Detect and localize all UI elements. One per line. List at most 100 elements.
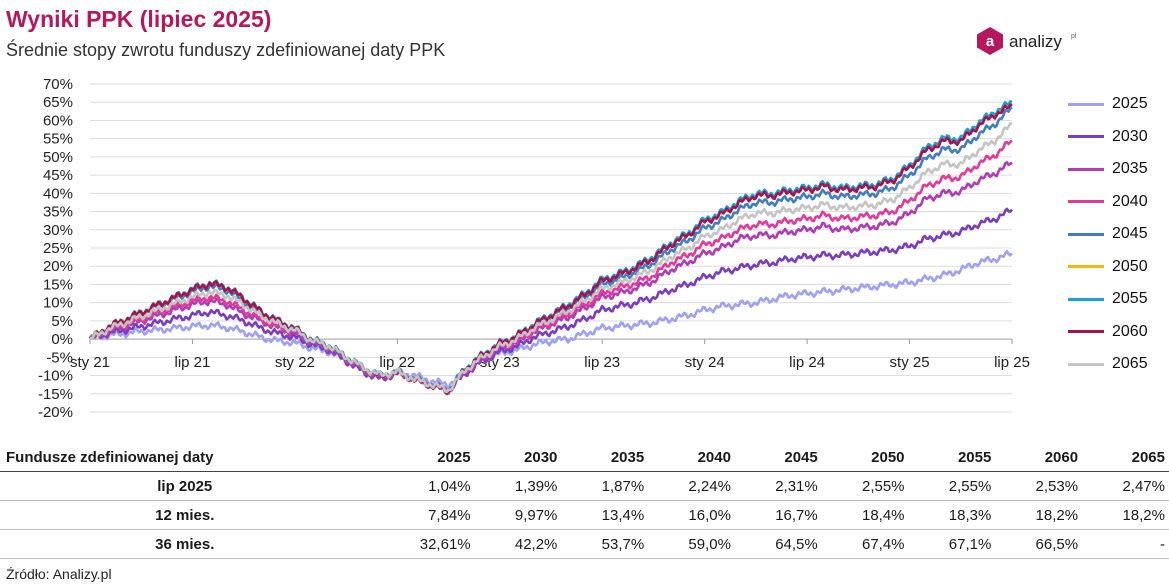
legend-item-2050: 2050 — [1068, 251, 1148, 284]
legend-label: 2025 — [1112, 95, 1148, 113]
table-header-cell: 2045 — [734, 443, 822, 472]
legend-swatch — [1068, 167, 1104, 171]
table-header-row: Fundusze zdefiniowanej daty 2025 2030 2035 2… — [0, 443, 1169, 472]
y-tick-label: 25% — [43, 240, 73, 257]
y-tick-label: 40% — [43, 185, 73, 202]
series-lines — [88, 100, 1013, 396]
table-cell: 13,4% — [561, 500, 649, 530]
table-cell: 7,84% — [373, 500, 475, 530]
legend-swatch — [1068, 102, 1104, 106]
series-line-2050 — [89, 102, 1013, 396]
series-line-2040 — [89, 139, 1013, 395]
y-axis: 70%65%60% 55%50%45%40% 35%30%25%20%15% 10%5… — [38, 76, 73, 421]
table-cell: 2,55% — [908, 471, 996, 501]
legend-swatch — [1068, 297, 1104, 301]
legend-label: 2030 — [1112, 127, 1148, 145]
y-tick-label: 70% — [43, 76, 73, 93]
x-tick-label: lip 23 — [584, 354, 620, 371]
x-tick-label: lip 21 — [175, 354, 211, 371]
table-cell: 2,24% — [648, 471, 735, 501]
legend-swatch — [1068, 265, 1104, 269]
series-line-2030 — [88, 207, 1013, 395]
legend-swatch — [1068, 135, 1104, 139]
y-tick-label: 20% — [43, 258, 73, 275]
table-header-cell: 2030 — [474, 443, 562, 472]
y-tick-label: 50% — [43, 149, 73, 166]
table-cell: 59,0% — [648, 529, 735, 559]
y-tick-label: -20% — [38, 404, 73, 421]
table-cell: 18,2% — [995, 500, 1083, 530]
table-cell: 16,7% — [734, 500, 822, 530]
table-cell: 66,5% — [995, 529, 1083, 559]
table-cell: 2,47% — [1082, 471, 1169, 501]
legend-label: 2065 — [1112, 355, 1148, 373]
y-tick-label: 10% — [43, 295, 73, 312]
table-cell: 9,97% — [474, 500, 562, 530]
table-header-cell: 2040 — [648, 443, 735, 472]
legend-item-2040: 2040 — [1068, 186, 1148, 219]
x-axis: sty 21 lip 21 sty 22 lip 22 sty 23 lip 23 sty … — [70, 339, 1030, 371]
legend-label: 2060 — [1112, 322, 1148, 340]
legend: 2025 2030 2035 2040 2045 2050 2055 2060 2065 — [1068, 88, 1148, 381]
legend-swatch — [1068, 232, 1104, 236]
line-chart: 70%65%60% 55%50%45%40% 35%30%25%20%15% 10%5… — [38, 76, 1030, 421]
x-tick-label: sty 25 — [890, 354, 930, 371]
legend-label: 2055 — [1112, 290, 1148, 308]
table-row-label: lip 2025 — [0, 471, 374, 501]
analizy-logo: a analizy pl — [977, 27, 1077, 55]
legend-label: 2050 — [1112, 257, 1148, 275]
x-tick-label: lip 22 — [379, 354, 415, 371]
table-cell: 2,55% — [821, 471, 909, 501]
y-tick-label: 65% — [43, 94, 73, 111]
y-tick-label: 30% — [43, 222, 73, 239]
table-row: 36 mies. 32,61% 42,2% 53,7% 59,0% 64,5% 67,4% 6… — [0, 529, 1169, 559]
table-cell: 2,31% — [734, 471, 822, 501]
returns-table: Fundusze zdefiniowanej daty 2025 2030 2035 2… — [0, 443, 1169, 559]
legend-label: 2040 — [1112, 192, 1148, 210]
table-cell: 67,4% — [821, 529, 909, 559]
source-note: Źródło: Analizy.pl — [6, 566, 112, 582]
y-tick-label: -10% — [38, 368, 73, 385]
table-header-cell: 2035 — [561, 443, 649, 472]
table-cell: 18,3% — [908, 500, 996, 530]
series-line-2025 — [88, 250, 1013, 390]
legend-item-2030: 2030 — [1068, 121, 1148, 154]
chart-subtitle: Średnie stopy zwrotu funduszy zdefiniowa… — [6, 40, 446, 60]
table-cell: 18,4% — [821, 500, 909, 530]
legend-item-2025: 2025 — [1068, 88, 1148, 121]
logo-superscript: pl — [1071, 33, 1077, 40]
legend-item-2045: 2045 — [1068, 218, 1148, 251]
x-tick-label: lip 25 — [994, 354, 1030, 371]
legend-swatch — [1068, 362, 1104, 366]
gridlines — [90, 83, 1012, 413]
series-line-2065 — [89, 122, 1013, 394]
y-tick-label: 60% — [43, 112, 73, 129]
series-line-2055 — [89, 100, 1013, 395]
table-cell: 1,04% — [373, 471, 475, 501]
y-tick-label: 35% — [43, 204, 73, 221]
svg-text:a: a — [986, 33, 995, 50]
table-cell: 1,87% — [561, 471, 649, 501]
legend-item-2060: 2060 — [1068, 316, 1148, 349]
y-tick-label: 15% — [43, 276, 73, 293]
y-tick-label: -5% — [46, 349, 73, 366]
table-cell: 67,1% — [908, 529, 996, 559]
series-line-2035 — [88, 161, 1013, 395]
table-header-cell: 2060 — [995, 443, 1083, 472]
series-line-2060 — [89, 103, 1013, 396]
table-cell: 53,7% — [561, 529, 649, 559]
table-row-label: 36 mies. — [0, 529, 374, 559]
y-tick-label: 0% — [51, 331, 73, 348]
table-row: lip 2025 1,04% 1,39% 1,87% 2,24% 2,31% 2,55% 2,… — [0, 471, 1169, 501]
x-tick-label: sty 24 — [685, 354, 725, 371]
table-cell: 32,61% — [373, 529, 475, 559]
table-header-cell: 2050 — [821, 443, 909, 472]
table-cell: 64,5% — [734, 529, 822, 559]
table-header-cell: Fundusze zdefiniowanej daty — [0, 443, 374, 472]
table-cell: 18,2% — [1082, 500, 1169, 530]
legend-swatch — [1068, 200, 1104, 204]
table-row: 12 mies. 7,84% 9,97% 13,4% 16,0% 16,7% 18,4% 18… — [0, 500, 1169, 530]
table-cell: 42,2% — [474, 529, 562, 559]
x-tick-label: lip 24 — [789, 354, 825, 371]
table-header-cell: 2055 — [908, 443, 996, 472]
